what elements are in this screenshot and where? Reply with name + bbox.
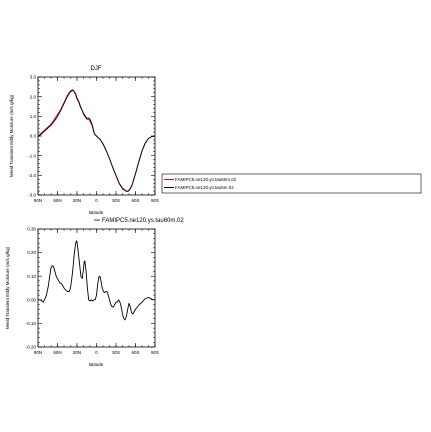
top-series-lines bbox=[37, 89, 156, 192]
top-legend-box bbox=[161, 173, 422, 194]
top-y-tick-label: 3.0 bbox=[30, 75, 37, 80]
top-y-tick-label: 1.0 bbox=[30, 114, 37, 119]
bottom-y-tick-label: -0.10 bbox=[26, 321, 37, 326]
top-y-tick-label: -1.0 bbox=[28, 153, 36, 158]
top-x-tick-label: 30N bbox=[73, 198, 81, 203]
top-y-tick-label: 2.0 bbox=[30, 94, 37, 99]
bottom-axes: 90N 60N 30N 0 30S 60S 90S 0.30 0.20 0.10 0.00 -0.10… bbox=[26, 227, 159, 355]
bottom-x-tick-label: 0 bbox=[95, 350, 98, 355]
bottom-x-tick-label: 30N bbox=[73, 350, 81, 355]
top-axes: 90N 60N 30N 0 30S 60S 90S 3.0 2.0 1.0 0.0 -1.0 -2.0 -… bbox=[28, 75, 159, 203]
top-legend-label-2: FAMIPC5.ne120.ys.tau5m.02 bbox=[175, 185, 234, 190]
top-x-tick-label: 30S bbox=[112, 198, 120, 203]
top-x-tick-label: 90S bbox=[151, 198, 159, 203]
top-y-axis-label: Merid Transient Eddy Moisture (m/s g/kg) bbox=[9, 94, 14, 177]
top-panel: DJF 90N 60N 30N 0 30S 60S 90S 3.0 2.0 1.0 0.0 -1.0 -… bbox=[9, 66, 422, 215]
bottom-x-tick-label: 30S bbox=[112, 350, 120, 355]
top-x-tick-label: 60N bbox=[53, 198, 61, 203]
top-x-tick-label: 0 bbox=[95, 198, 98, 203]
bottom-legend-label: FAMIPC5.ne120.ys.tau60m.02 bbox=[102, 218, 184, 224]
bottom-x-tick-label: 90N bbox=[34, 350, 42, 355]
bottom-y-tick-label: 0.00 bbox=[27, 297, 36, 302]
top-x-tick-label: 60S bbox=[131, 198, 139, 203]
bottom-y-axis-label: Merid Transient Eddy Moisture (m/s g/kg) bbox=[5, 246, 10, 329]
bottom-y-tick-label: -0.20 bbox=[26, 345, 37, 350]
bottom-panel: FAMIPC5.ne120.ys.tau60m.02 90N 60N 30N 0 30S… bbox=[5, 218, 184, 367]
bottom-x-tick-label: 60N bbox=[53, 350, 61, 355]
bottom-x-axis-label: latitude bbox=[89, 362, 104, 367]
bottom-plot-frame bbox=[37, 228, 156, 348]
bottom-series-lines bbox=[38, 240, 155, 321]
top-legend-label-1: FAMIPC5.ne120.ys.tau60m.02 bbox=[175, 177, 237, 182]
top-x-axis-label: latitude bbox=[89, 210, 104, 215]
top-y-tick-label: -2.0 bbox=[28, 173, 36, 178]
top-chart-title: DJF bbox=[91, 66, 102, 72]
top-y-tick-label: -3.0 bbox=[28, 193, 36, 198]
bottom-x-tick-label: 60S bbox=[131, 350, 139, 355]
bottom-y-tick-label: 0.30 bbox=[27, 227, 36, 232]
top-series-line-1 bbox=[37, 89, 156, 192]
bottom-x-tick-label: 90S bbox=[151, 350, 159, 355]
top-x-tick-label: 90N bbox=[34, 198, 42, 203]
top-series-line-2 bbox=[37, 89, 156, 192]
bottom-series-line-1 bbox=[38, 240, 155, 321]
bottom-y-tick-label: 0.20 bbox=[27, 250, 36, 255]
top-y-tick-label: 0.0 bbox=[30, 134, 37, 139]
bottom-y-tick-label: 0.10 bbox=[27, 274, 36, 279]
